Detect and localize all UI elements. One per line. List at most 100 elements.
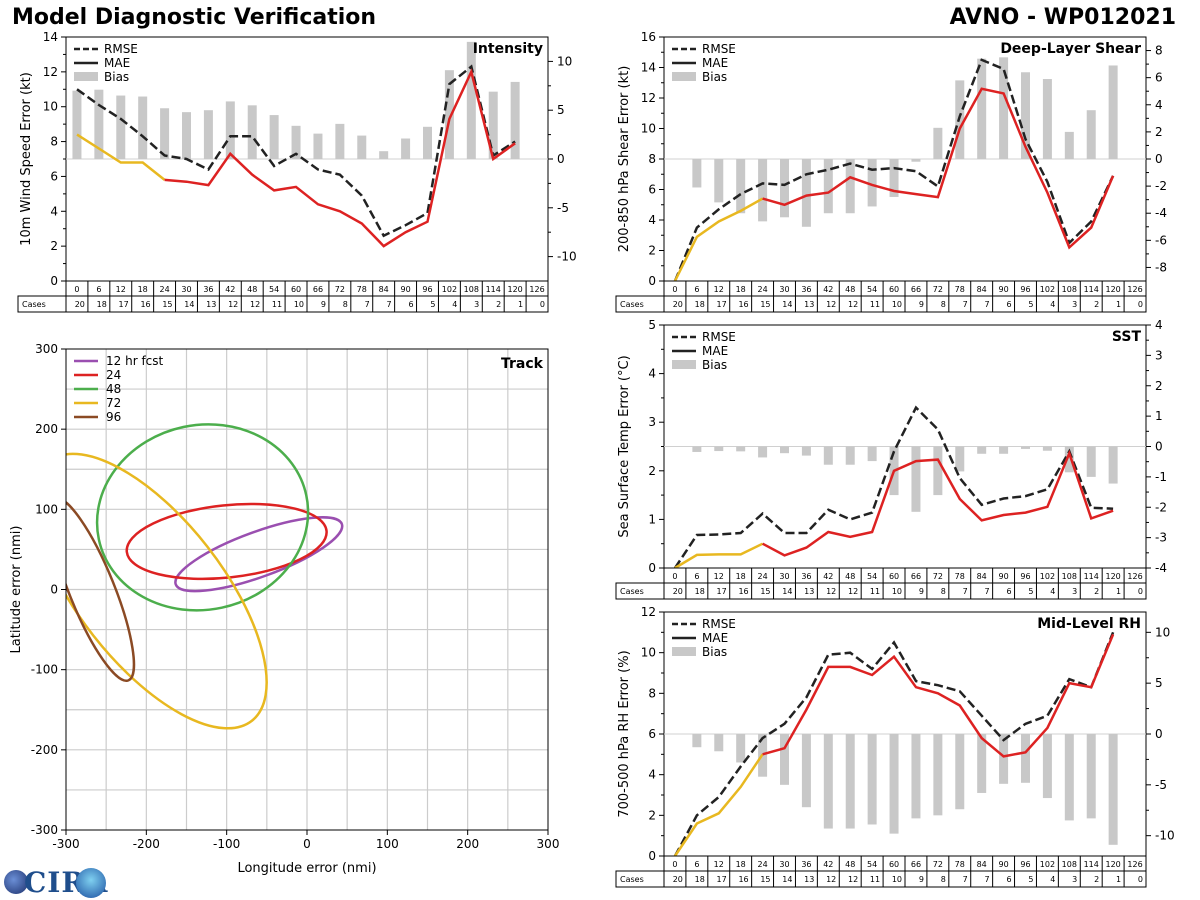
y-tick-label: 0: [50, 583, 58, 597]
mae-line-early: [673, 197, 764, 282]
forecast-hour: 66: [911, 285, 921, 294]
forecast-hour: 96: [422, 285, 432, 294]
bias-bar: [714, 159, 724, 203]
case-count: 15: [760, 587, 770, 596]
y-tick-label: 4: [648, 213, 656, 227]
forecast-hour: 48: [845, 285, 855, 294]
bias-bar: [933, 446, 943, 496]
case-count: 7: [365, 300, 370, 309]
forecast-hour: 72: [933, 572, 943, 581]
forecast-hour: 30: [779, 860, 789, 869]
case-count: 15: [760, 875, 770, 884]
bias-bar: [313, 133, 323, 159]
legend-mae-label: MAE: [702, 631, 728, 645]
y-tick-label: 6: [648, 183, 656, 197]
bias-bar: [801, 159, 811, 227]
bias-bar: [911, 159, 921, 162]
bias-bar: [999, 734, 1009, 784]
bias-bar: [247, 105, 257, 159]
y-tick-label: 6: [50, 169, 58, 183]
cases-label: Cases: [620, 875, 644, 884]
ellipses: [66, 423, 344, 730]
legend-bias-swatch: [74, 72, 98, 81]
bias-bar: [510, 81, 520, 159]
forecast-hour: 0: [672, 285, 677, 294]
track-ellipse-1: [174, 516, 344, 593]
rmse-line: [673, 631, 1115, 857]
case-count: 11: [870, 875, 880, 884]
case-count: 17: [717, 875, 727, 884]
forecast-hour: 126: [1127, 285, 1142, 294]
bias-bar: [999, 57, 1009, 160]
track-ellipse-3: [95, 423, 310, 612]
case-count: 18: [97, 300, 107, 309]
y2-tick-label: -8: [1155, 260, 1167, 274]
y-tick-label: 8: [648, 152, 656, 166]
case-count: 0: [1138, 875, 1143, 884]
x-tick-label: -200: [133, 837, 160, 851]
bias-bar: [1086, 446, 1096, 477]
forecast-hour: 102: [1040, 572, 1055, 581]
case-count: 14: [782, 587, 792, 596]
case-count: 7: [985, 875, 990, 884]
figure-title: Model Diagnostic Verification: [12, 5, 377, 30]
forecast-hour: 108: [1062, 572, 1077, 581]
case-count: 13: [206, 300, 216, 309]
case-count: 0: [1138, 300, 1143, 309]
model-storm-title: AVNO - WP012021: [949, 5, 1176, 30]
cases-row: [615, 295, 1147, 313]
case-count: 12: [848, 587, 858, 596]
y2-tick-label: -3: [1155, 531, 1167, 545]
forecast-hour: 60: [889, 572, 899, 581]
case-count: 6: [1006, 875, 1011, 884]
case-count: 1: [518, 300, 523, 309]
forecast-hour: 84: [977, 285, 987, 294]
forecast-hour: 108: [1062, 860, 1077, 869]
y2-tick-label: 0: [1155, 440, 1163, 454]
case-count: 13: [804, 587, 814, 596]
y-tick-label: -300: [31, 823, 58, 837]
rmse-line: [76, 64, 516, 238]
bias-bar: [444, 70, 454, 159]
bias-bar: [1021, 446, 1030, 449]
y-tick-label: 10: [43, 100, 58, 114]
case-count: 12: [250, 300, 260, 309]
y2-tick-label: -4: [1155, 206, 1167, 220]
mae-line-late: [762, 449, 1114, 557]
forecast-hour: 18: [138, 285, 148, 294]
bias-bar: [1108, 734, 1118, 845]
case-count: 8: [941, 300, 946, 309]
legend-label: 12 hr fcst: [106, 354, 164, 368]
legend-bias-label: Bias: [702, 70, 727, 84]
bias-bar: [823, 159, 833, 214]
forecast-hour: 84: [379, 285, 389, 294]
cases-table: Cases02061812171816241530143613421248125…: [615, 567, 1147, 600]
case-count: 10: [294, 300, 304, 309]
bias-bar: [379, 151, 389, 159]
case-count: 2: [1094, 587, 1099, 596]
forecast-hour: 72: [933, 860, 943, 869]
y-tick-label: 6: [648, 727, 656, 741]
rmse-line: [673, 405, 1114, 569]
bias-bar: [1042, 734, 1052, 799]
case-count: 2: [1094, 300, 1099, 309]
forecast-hour: 42: [225, 285, 235, 294]
forecast-hour: 108: [464, 285, 479, 294]
bias-bar: [1108, 446, 1118, 484]
bias-bar: [780, 446, 789, 454]
forecast-hour: 84: [977, 572, 987, 581]
y-tick-label: 0: [648, 561, 656, 575]
forecast-hour: 114: [1084, 572, 1099, 581]
forecast-hour: 42: [823, 572, 833, 581]
case-count: 16: [738, 300, 748, 309]
y2-tick-label: 1: [1155, 409, 1163, 423]
forecast-hour: 66: [911, 572, 921, 581]
cira-logo: CIRA: [4, 866, 108, 899]
legend-bias-swatch: [672, 647, 696, 656]
bias-bar: [780, 159, 789, 218]
legend-rmse-label: RMSE: [702, 42, 736, 56]
